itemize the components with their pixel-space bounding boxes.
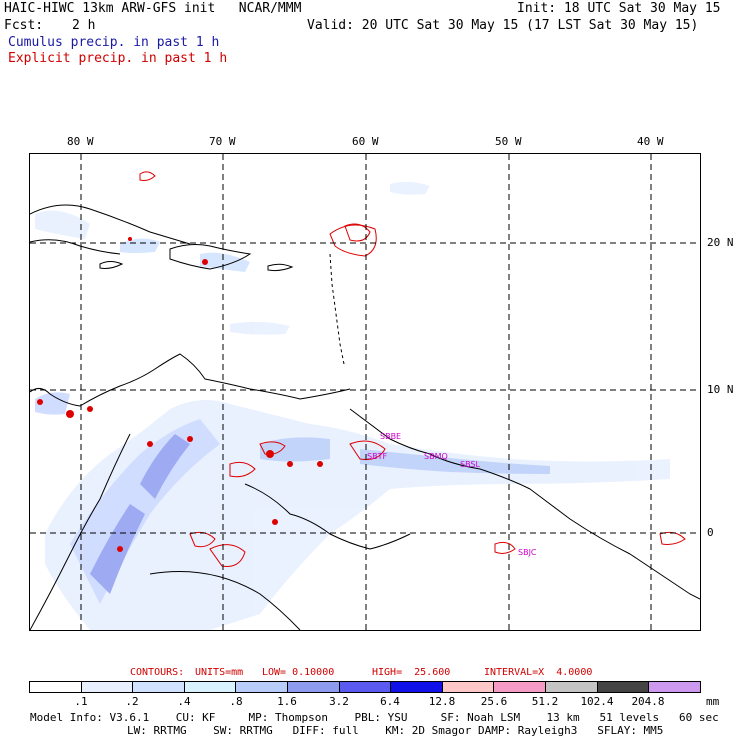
colorbar-tick: 12.8 [428, 695, 456, 708]
colorbar-tick: .8 [229, 695, 243, 708]
colorbar-tick: .2 [125, 695, 139, 708]
explicit-legend: Explicit precip. in past 1 h [8, 51, 228, 66]
colorbar-swatch [391, 682, 443, 692]
lat-label-0: 0 [707, 526, 714, 539]
colorbar-swatch [494, 682, 547, 692]
colorbar-tick: 25.6 [480, 695, 508, 708]
lon-label-70w: 70 W [209, 135, 236, 148]
coastlines [30, 204, 700, 630]
contours-high: HIGH= 25.600 [372, 667, 451, 678]
colorbar-swatch [184, 682, 237, 692]
colorbar-swatch [81, 682, 134, 692]
station-sbsl: SBSL [460, 460, 481, 469]
station-sbtf: SBTF [367, 452, 387, 461]
contours-units: UNITS=mm [195, 667, 244, 678]
lon-label-40w: 40 W [637, 135, 664, 148]
colorbar-swatch [546, 682, 598, 692]
model-info-line1: Model Info: V3.6.1 CU: KF MP: Thompson P… [30, 711, 719, 724]
station-sbjc: SBJC [518, 548, 537, 557]
colorbar-tick: 102.4 [580, 695, 614, 708]
lon-label-60w: 60 W [352, 135, 379, 148]
lon-label-50w: 50 W [495, 135, 522, 148]
map-canvas: SBBE SBMQ SBSL SBJC SBTF [30, 154, 700, 630]
colorbar-swatch [236, 682, 289, 692]
precip-map: SBBE SBMQ SBSL SBJC SBTF [29, 153, 701, 631]
colorbar-swatch [649, 682, 700, 692]
colorbar-tick: .4 [177, 695, 191, 708]
colorbar-tick: 6.4 [380, 695, 400, 708]
contours-interval: INTERVAL=X 4.0000 [484, 667, 593, 678]
cumulus-legend: Cumulus precip. in past 1 h [8, 35, 220, 50]
lon-label-80w: 80 W [67, 135, 94, 148]
forecast-label: Fcst: [4, 18, 44, 33]
lat-label-20n: 20 N [707, 236, 734, 249]
model-title: HAIC-HIWC 13km ARW-GFS init NCAR/MMM [4, 1, 302, 16]
colorbar-swatch [30, 682, 82, 692]
colorbar-tick: 51.2 [531, 695, 559, 708]
valid-time: Valid: 20 UTC Sat 30 May 15 (17 LST Sat … [307, 18, 699, 33]
forecast-hour: 2 h [72, 18, 96, 33]
colorbar-swatch [288, 682, 340, 692]
colorbar-swatch [339, 682, 392, 692]
cumulus-precip-shading [35, 181, 670, 630]
heavy-precip-cells [37, 237, 323, 552]
colorbar-tick: 1.6 [277, 695, 297, 708]
colorbar-swatch [597, 682, 650, 692]
explicit-precip-contours [139, 171, 686, 567]
colorbar-tick: 204.8 [631, 695, 665, 708]
lat-label-10n: 10 N [707, 383, 734, 396]
colorbar-unit: mm [706, 695, 720, 708]
colorbar-tick: 3.2 [329, 695, 349, 708]
contours-label: CONTOURS: [130, 667, 185, 678]
colorbar [29, 681, 701, 693]
init-time: Init: 18 UTC Sat 30 May 15 [517, 1, 721, 16]
colorbar-swatch [442, 682, 495, 692]
station-sbbe: SBBE [380, 432, 401, 441]
contours-low: LOW= 0.10000 [262, 667, 335, 678]
model-info-line2: LW: RRTMG SW: RRTMG DIFF: full KM: 2D Sm… [127, 724, 664, 737]
station-sbmq: SBMQ [424, 452, 448, 461]
colorbar-tick: .1 [74, 695, 88, 708]
latlon-grid [30, 154, 700, 630]
colorbar-swatch [133, 682, 185, 692]
